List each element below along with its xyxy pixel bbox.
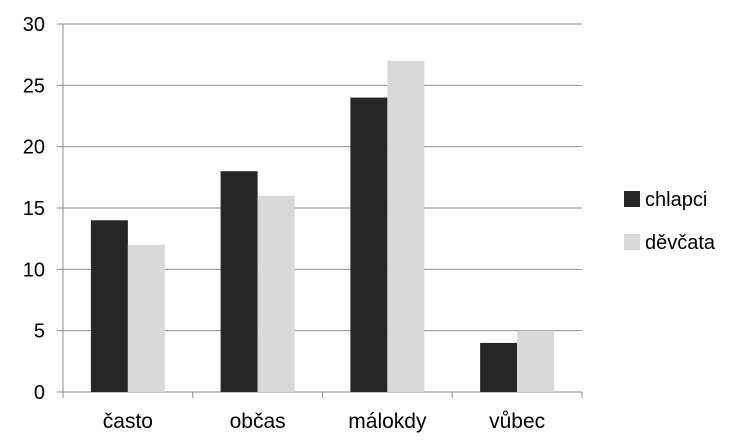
y-tick-label: 0 — [34, 382, 45, 404]
x-tick-label-často: často — [103, 410, 153, 433]
bar-chlapci-občas — [220, 171, 258, 392]
y-tick-label: 20 — [23, 137, 45, 159]
bar-děvčata-často — [127, 244, 165, 392]
legend-swatch-děvčata — [624, 234, 640, 250]
x-tick-label-vůbec: vůbec — [489, 410, 545, 433]
legend: chlapci děvčata — [624, 189, 716, 254]
bar-chlapci-vůbec — [480, 342, 518, 392]
bar-chlapci-často — [90, 220, 128, 392]
tick-labels: 0 5 10 15 20 25 30 často občas málokdy vůbec — [23, 14, 545, 433]
bar-děvčata-občas — [257, 195, 295, 392]
bars — [90, 60, 555, 393]
y-tick-label: 10 — [23, 259, 45, 281]
legend-label-chlapci: chlapci — [645, 189, 707, 211]
bar-děvčata-málokdy — [387, 60, 425, 393]
bar-děvčata-vůbec — [517, 330, 555, 392]
y-tick-label: 25 — [23, 75, 45, 97]
y-tick-label: 15 — [23, 198, 45, 220]
legend-swatch-chlapci — [624, 191, 640, 207]
bar-chlapci-málokdy — [350, 97, 388, 392]
x-tick-label-občas: občas — [230, 410, 286, 433]
y-tick-label: 30 — [23, 14, 45, 36]
y-tick-label: 5 — [34, 321, 45, 343]
x-tick-label-málokdy: málokdy — [348, 410, 427, 433]
legend-label-děvčata: děvčata — [645, 232, 716, 254]
